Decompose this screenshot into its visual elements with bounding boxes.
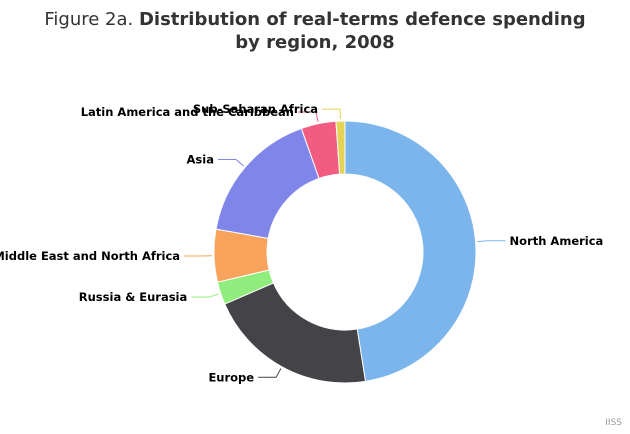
connector-north-america	[477, 240, 506, 243]
label-russia-and-eurasia: Russia & Eurasia	[79, 290, 188, 304]
connector-europe	[258, 368, 282, 378]
slice-asia[interactable]	[215, 127, 320, 239]
chart-title: Figure 2a. Distribution of real-terms de…	[40, 8, 590, 54]
connector-latin-america-and-the-caribbean	[298, 111, 319, 122]
credit-text: IISS	[605, 418, 622, 428]
slice-sub-saharan-africa[interactable]	[335, 120, 346, 175]
label-middle-east-and-north-africa: Middle East and North Africa	[0, 249, 180, 263]
connector-sub-saharan-africa	[322, 108, 341, 120]
slices-group	[213, 120, 477, 384]
slice-north-america[interactable]	[344, 120, 477, 382]
label-asia: Asia	[187, 152, 214, 166]
connector-russia-and-eurasia	[191, 293, 219, 298]
connector-asia	[217, 158, 244, 167]
chart-title-main: Distribution of real-terms defence spend…	[138, 9, 586, 53]
label-north-america: North America	[510, 234, 604, 248]
label-latin-america-and-the-caribbean: Latin America and the Caribbean	[81, 105, 294, 119]
chart-title-prefix: Figure 2a.	[44, 9, 139, 30]
labels-group: North America Europe Russia & Eurasia Middl…	[0, 102, 603, 384]
label-sub-saharan-africa: Sub-Saharan Africa	[193, 102, 318, 116]
label-europe: Europe	[208, 370, 254, 384]
slice-europe[interactable]	[224, 282, 367, 384]
